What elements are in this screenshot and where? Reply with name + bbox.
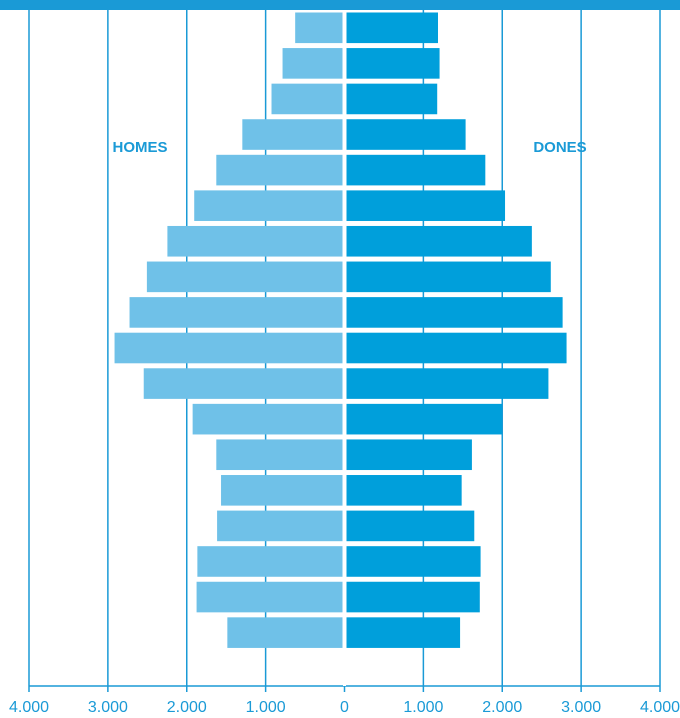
bar-homes (282, 48, 343, 79)
bar-dones (346, 403, 502, 435)
bar-homes (221, 475, 343, 506)
bar-homes (114, 332, 343, 364)
bar-homes (194, 190, 343, 221)
series-label-homes: HOMES (112, 139, 167, 156)
x-tick-label: 4.000 (640, 699, 680, 716)
bar-homes (192, 403, 343, 435)
bar-dones (346, 332, 567, 364)
x-tick-label: 1.000 (246, 699, 286, 716)
bar-dones (346, 154, 486, 186)
bar-homes (271, 83, 343, 115)
bar-dones (346, 261, 551, 293)
bar-dones (346, 439, 472, 471)
bar-homes (242, 119, 343, 150)
bar-dones (346, 475, 462, 506)
bar-homes (143, 368, 343, 399)
bar-dones (346, 510, 475, 542)
bar-homes (216, 154, 343, 186)
bar-dones (346, 225, 532, 257)
bar-homes (146, 261, 343, 293)
bar-homes (167, 225, 343, 257)
bar-homes (217, 510, 343, 542)
bar-homes (295, 12, 343, 44)
bar-dones (346, 546, 481, 577)
top-banner (0, 0, 680, 10)
bar-dones (346, 190, 506, 221)
x-tick-label: 2.000 (482, 699, 522, 716)
bar-dones (346, 581, 480, 613)
x-tick-label: 4.000 (9, 699, 49, 716)
bar-homes (129, 297, 343, 328)
bar-homes (216, 439, 343, 471)
x-tick-label: 2.000 (167, 699, 207, 716)
x-tick-label: 3.000 (88, 699, 128, 716)
x-axis-ticks: 4.000 3.000 2.000 1.000 0 1.000 2.000 3.000 4.00… (9, 686, 680, 716)
series-label-dones: DONES (533, 139, 586, 156)
x-tick-label: 3.000 (561, 699, 601, 716)
bar-dones (346, 368, 549, 399)
bar-dones (346, 297, 563, 328)
homes-bars (114, 12, 343, 648)
bar-dones (346, 48, 440, 79)
bar-dones (346, 12, 438, 44)
bar-dones (346, 617, 461, 648)
bar-homes (196, 581, 343, 613)
bar-dones (346, 119, 466, 150)
bar-homes (197, 546, 343, 577)
x-tick-label: 1.000 (403, 699, 443, 716)
dones-bars (346, 12, 567, 648)
bar-homes (227, 617, 343, 648)
bar-dones (346, 83, 438, 115)
x-tick-label: 0 (340, 699, 349, 716)
